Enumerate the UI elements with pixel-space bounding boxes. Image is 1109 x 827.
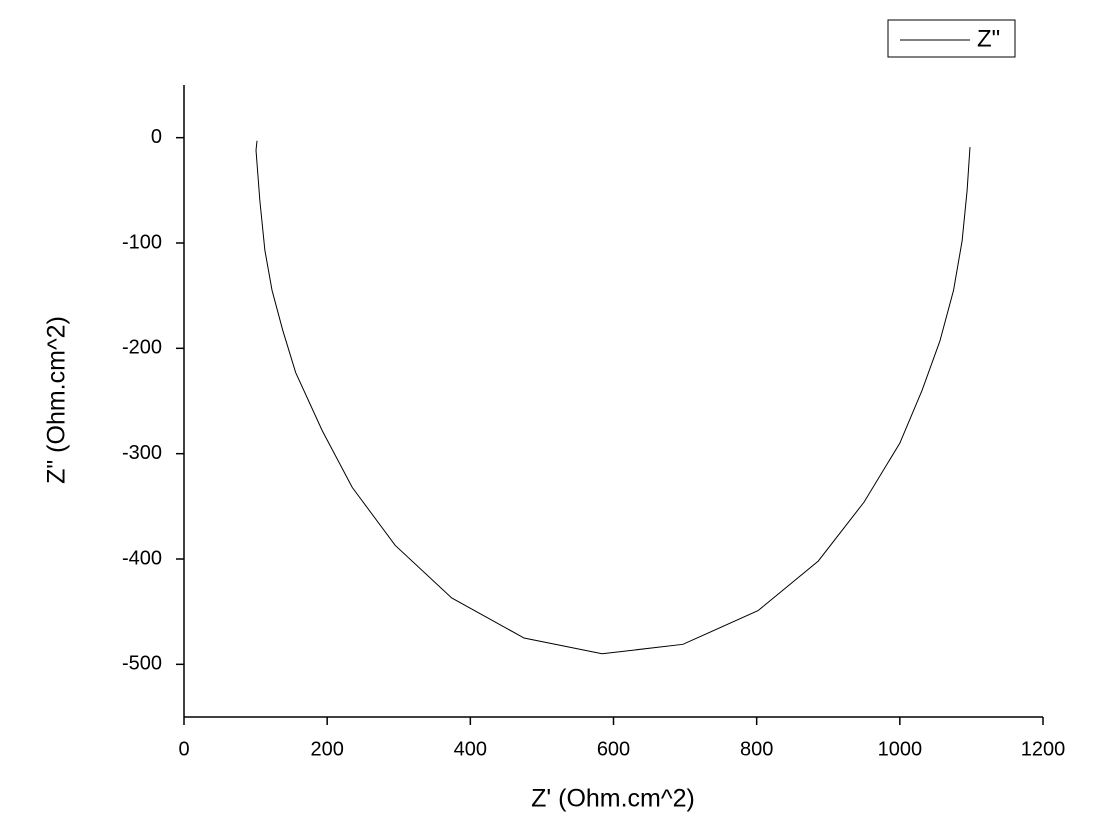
y-tick-label: -500 <box>122 653 162 675</box>
x-tick-label: 0 <box>178 738 189 760</box>
x-tick-label: 600 <box>597 738 630 760</box>
x-tick-label: 800 <box>740 738 773 760</box>
x-axis-title: Z' (Ohm.cm^2) <box>531 785 695 813</box>
y-axis-title: Z" (Ohm.cm^2) <box>43 316 71 484</box>
y-tick-label: -200 <box>122 337 162 359</box>
y-tick-label: -400 <box>122 547 162 569</box>
x-tick-label: 1200 <box>1021 738 1066 760</box>
legend-box <box>887 19 1016 58</box>
x-tick-label: 400 <box>454 738 487 760</box>
y-tick-label: -300 <box>122 442 162 464</box>
y-tick-label: 0 <box>151 126 162 148</box>
legend-label: Z" <box>977 25 1000 52</box>
y-tick-label: -100 <box>122 231 162 253</box>
x-tick-label: 1000 <box>878 738 923 760</box>
x-tick-label: 200 <box>310 738 343 760</box>
data-line <box>255 140 971 655</box>
